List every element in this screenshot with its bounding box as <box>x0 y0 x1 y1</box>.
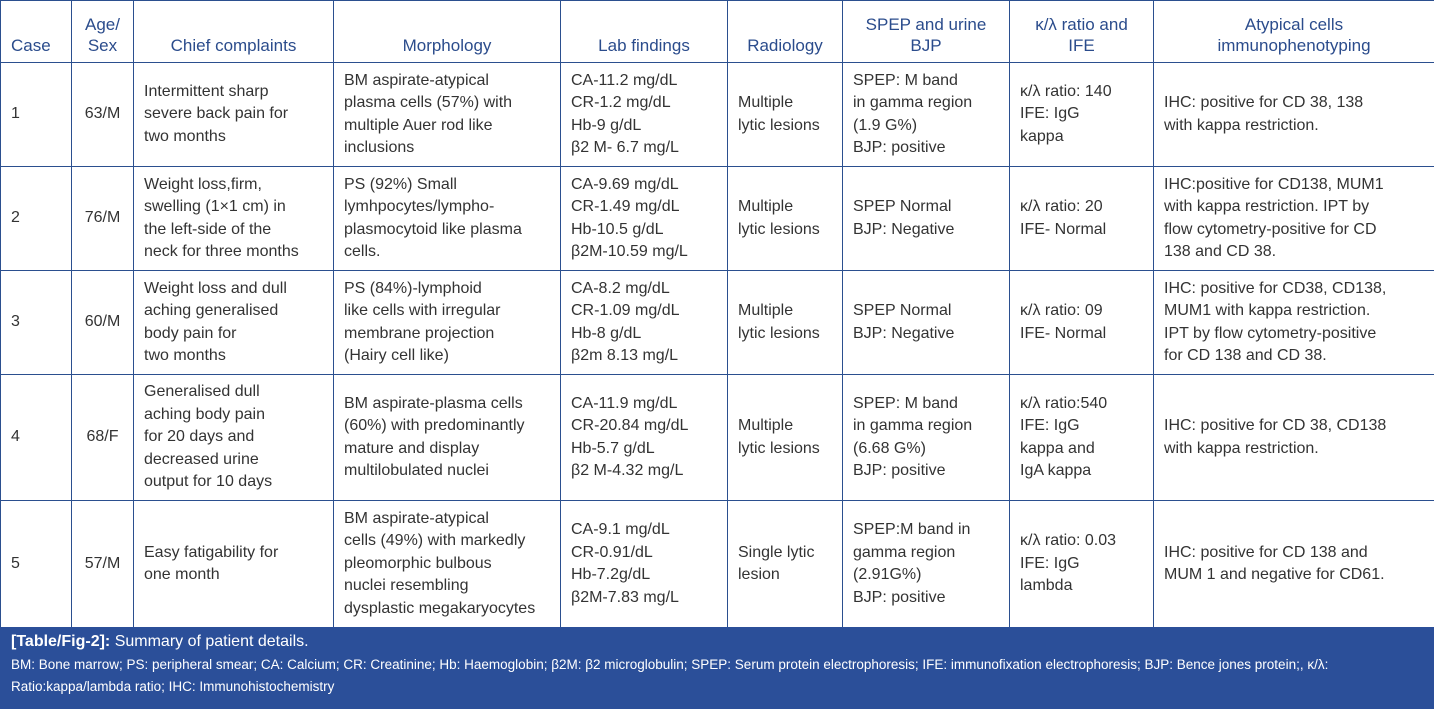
table-cell: Multiple lytic lesions <box>727 270 843 375</box>
table-cell: IHC: positive for CD38, CD138, MUM1 with… <box>1153 270 1434 375</box>
table-cell: 68/F <box>71 374 134 501</box>
table-cell: SPEP Normal BJP: Negative <box>842 166 1010 271</box>
table-row: 2 76/M Weight loss,firm, swelling (1×1 cm)… <box>0 166 1434 271</box>
table-cell: Weight loss and dull aching generalised … <box>133 270 334 375</box>
table-cell: κ/λ ratio: 140 IFE: IgG kappa <box>1009 62 1154 167</box>
table-cell: CA-9.69 mg/dL CR-1.49 mg/dL Hb-10.5 g/dL… <box>560 166 728 271</box>
table-cell: κ/λ ratio: 09 IFE- Normal <box>1009 270 1154 375</box>
table-cell: κ/λ ratio: 0.03 IFE: IgG lambda <box>1009 500 1154 628</box>
column-header: Lab findings <box>560 0 728 63</box>
table-cell: CA-11.9 mg/dL CR-20.84 mg/dL Hb-5.7 g/dL… <box>560 374 728 501</box>
table-cell: Easy fatigability for one month <box>133 500 334 628</box>
column-header: Case <box>0 0 72 63</box>
table-cell: κ/λ ratio: 20 IFE- Normal <box>1009 166 1154 271</box>
table-cell: IHC:positive for CD138, MUM1 with kappa … <box>1153 166 1434 271</box>
column-header: Chief complaints <box>133 0 334 63</box>
table-cell: CA-9.1 mg/dL CR-0.91/dL Hb-7.2g/dL β2M-7… <box>560 500 728 628</box>
table-cell: 5 <box>0 500 72 628</box>
column-header: SPEP and urine BJP <box>842 0 1010 63</box>
table-cell: 1 <box>0 62 72 167</box>
table-row: 4 68/F Generalised dull aching body pain f… <box>0 374 1434 501</box>
caption-title: Summary of patient details. <box>110 633 309 650</box>
patient-summary-table: Case Age/ Sex Chief complaints Morphology La… <box>0 0 1434 628</box>
table-cell: 4 <box>0 374 72 501</box>
table-cell: 60/M <box>71 270 134 375</box>
caption-notes: BM: Bone marrow; PS: peripheral smear; C… <box>11 657 1329 694</box>
table-row: 5 57/M Easy fatigability for one month BM a… <box>0 500 1434 628</box>
column-header: Radiology <box>727 0 843 63</box>
table-cell: SPEP:M band in gamma region (2.91G%) BJP… <box>842 500 1010 628</box>
table-cell: Single lytic lesion <box>727 500 843 628</box>
table-cell: IHC: positive for CD 138 and MUM 1 and n… <box>1153 500 1434 628</box>
table-row: 3 60/M Weight loss and dull aching general… <box>0 270 1434 375</box>
table-cell: 57/M <box>71 500 134 628</box>
table-cell: Weight loss,firm, swelling (1×1 cm) in t… <box>133 166 334 271</box>
column-header: Age/ Sex <box>71 0 134 63</box>
table-cell: BM aspirate-atypical plasma cells (57%) … <box>333 62 561 167</box>
table-cell: CA-8.2 mg/dL CR-1.09 mg/dL Hb-8 g/dL β2m… <box>560 270 728 375</box>
table-cell: PS (92%) Small lymhpocytes/lympho- plasm… <box>333 166 561 271</box>
column-header: Morphology <box>333 0 561 63</box>
table-cell: IHC: positive for CD 38, CD138 with kapp… <box>1153 374 1434 501</box>
table-caption: [Table/Fig-2]: Summary of patient detail… <box>0 627 1434 709</box>
table-cell: SPEP: M band in gamma region (6.68 G%) B… <box>842 374 1010 501</box>
table-cell: 3 <box>0 270 72 375</box>
column-header: Atypical cells immunophenotyping <box>1153 0 1434 63</box>
table-cell: PS (84%)-lymphoid like cells with irregu… <box>333 270 561 375</box>
table-cell: Multiple lytic lesions <box>727 374 843 501</box>
column-header: κ/λ ratio and IFE <box>1009 0 1154 63</box>
table-cell: CA-11.2 mg/dL CR-1.2 mg/dL Hb-9 g/dL β2 … <box>560 62 728 167</box>
table-cell: 63/M <box>71 62 134 167</box>
table-cell: 76/M <box>71 166 134 271</box>
table-cell: κ/λ ratio:540 IFE: IgG kappa and IgA kap… <box>1009 374 1154 501</box>
table-cell: 2 <box>0 166 72 271</box>
table-cell: Multiple lytic lesions <box>727 62 843 167</box>
table-cell: Intermittent sharp severe back pain for … <box>133 62 334 167</box>
table-cell: SPEP Normal BJP: Negative <box>842 270 1010 375</box>
header-row: Case Age/ Sex Chief complaints Morphology La… <box>0 0 1434 63</box>
table-row: 1 63/M Intermittent sharp severe back pain… <box>0 62 1434 167</box>
table-cell: BM aspirate-atypical cells (49%) with ma… <box>333 500 561 628</box>
table-cell: Multiple lytic lesions <box>727 166 843 271</box>
table-cell: SPEP: M band in gamma region (1.9 G%) BJ… <box>842 62 1010 167</box>
table-cell: Generalised dull aching body pain for 20… <box>133 374 334 501</box>
caption-label: [Table/Fig-2]: <box>11 633 111 650</box>
table-cell: IHC: positive for CD 38, 138 with kappa … <box>1153 62 1434 167</box>
table-cell: BM aspirate-plasma cells (60%) with pred… <box>333 374 561 501</box>
